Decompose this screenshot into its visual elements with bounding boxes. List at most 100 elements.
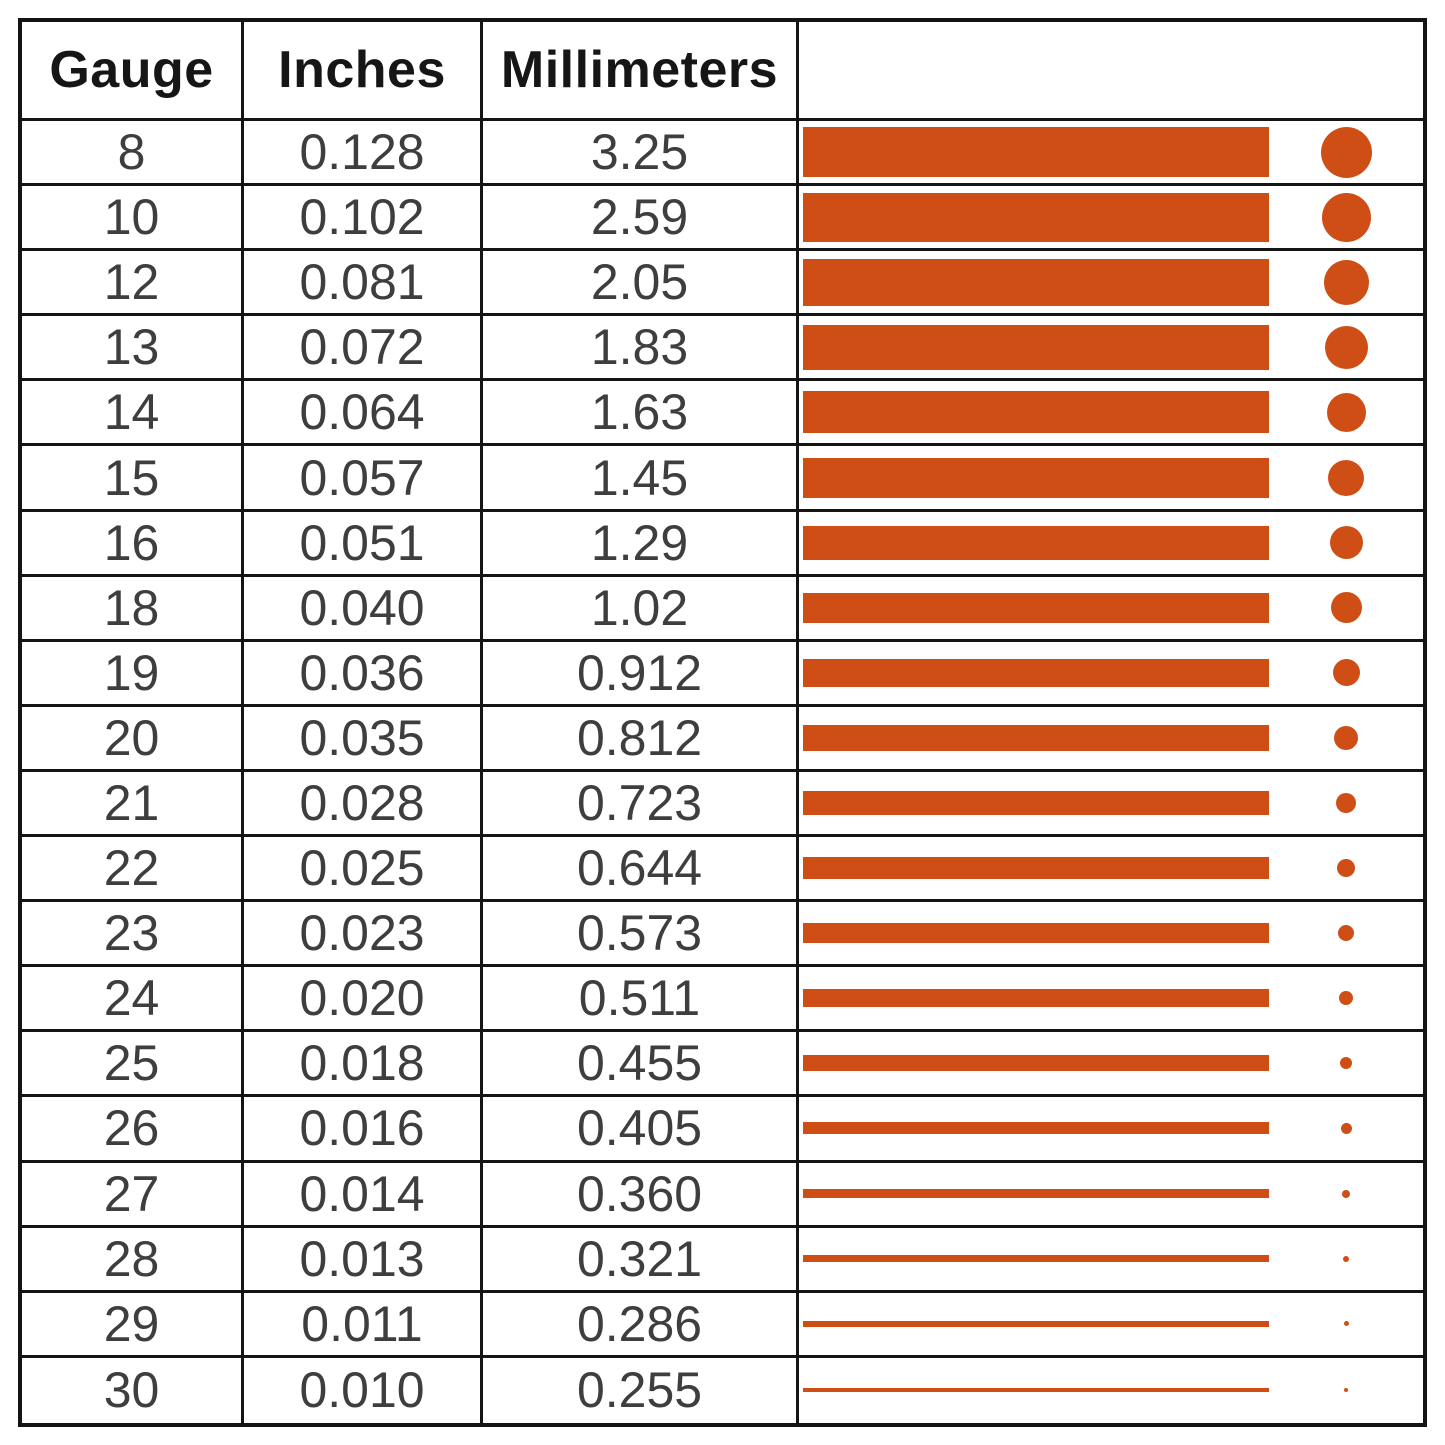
gauge-cell: 26 bbox=[22, 1097, 244, 1163]
millimeters-cell: 0.360 bbox=[483, 1162, 799, 1228]
wire-thickness-bar bbox=[803, 391, 1269, 434]
wire-thickness-bar bbox=[803, 457, 1269, 498]
wire-diameter-dot bbox=[1336, 792, 1356, 813]
wire-diameter-dot bbox=[1342, 1189, 1350, 1198]
wire-diameter-dot bbox=[1337, 859, 1355, 878]
dot-zone bbox=[1269, 1032, 1423, 1094]
wire-thickness-bar bbox=[803, 923, 1269, 944]
gauge-cell: 8 bbox=[22, 121, 244, 187]
size-visual-cell bbox=[799, 967, 1423, 1033]
table-row: 21 0.028 0.723 bbox=[22, 771, 1423, 838]
inches-cell: 0.020 bbox=[244, 967, 483, 1033]
table-row: 30 0.010 0.255 bbox=[22, 1357, 1423, 1423]
inches-cell: 0.040 bbox=[244, 576, 483, 642]
inches-cell: 0.051 bbox=[244, 511, 483, 577]
millimeters-cell: 1.29 bbox=[483, 511, 799, 577]
table-row: 23 0.023 0.573 bbox=[22, 902, 1423, 968]
gauge-cell: 19 bbox=[22, 641, 244, 707]
dot-zone bbox=[1269, 967, 1423, 1029]
millimeters-cell: 0.455 bbox=[483, 1032, 799, 1098]
wire-thickness-bar bbox=[803, 592, 1269, 623]
size-visual-cell bbox=[799, 446, 1423, 512]
size-visual-cell bbox=[799, 1293, 1423, 1358]
size-visual-cell bbox=[799, 512, 1423, 577]
millimeters-cell: 1.45 bbox=[483, 446, 799, 512]
table-row: 28 0.013 0.321 bbox=[22, 1227, 1423, 1293]
inches-cell: 0.102 bbox=[244, 186, 483, 252]
wire-thickness-bar bbox=[803, 658, 1269, 687]
table-row: 22 0.025 0.644 bbox=[22, 837, 1423, 903]
size-visual-cell bbox=[799, 381, 1423, 447]
millimeters-cell: 3.25 bbox=[483, 121, 799, 187]
wire-diameter-dot bbox=[1329, 526, 1363, 560]
wire-diameter-dot bbox=[1326, 392, 1366, 432]
wire-thickness-bar bbox=[803, 324, 1269, 370]
inches-cell: 0.023 bbox=[244, 902, 483, 968]
wire-thickness-bar bbox=[803, 857, 1269, 880]
gauge-cell: 18 bbox=[22, 576, 244, 642]
gauge-cell: 28 bbox=[22, 1227, 244, 1293]
millimeters-cell: 0.321 bbox=[483, 1227, 799, 1293]
dot-zone bbox=[1269, 642, 1423, 704]
wire-diameter-dot bbox=[1320, 126, 1372, 178]
wire-thickness-bar bbox=[803, 258, 1269, 306]
millimeters-cell: 0.286 bbox=[483, 1292, 799, 1358]
size-visual-cell bbox=[799, 642, 1423, 707]
wire-diameter-dot bbox=[1330, 592, 1362, 624]
millimeters-cell: 0.723 bbox=[483, 771, 799, 838]
table-row: 10 0.102 2.59 bbox=[22, 186, 1423, 252]
inches-cell: 0.081 bbox=[244, 251, 483, 317]
dot-zone bbox=[1269, 446, 1423, 508]
wire-thickness-bar bbox=[803, 127, 1269, 178]
wire-diameter-dot bbox=[1323, 259, 1369, 305]
dot-zone bbox=[1269, 316, 1423, 378]
dot-zone bbox=[1269, 121, 1423, 183]
size-visual-cell bbox=[799, 577, 1423, 642]
size-visual-cell bbox=[799, 251, 1423, 317]
wire-thickness-bar bbox=[803, 1055, 1269, 1072]
table-row: 25 0.018 0.455 bbox=[22, 1032, 1423, 1098]
wire-thickness-bar bbox=[803, 790, 1269, 815]
size-visual-cell bbox=[799, 902, 1423, 968]
wire-diameter-dot bbox=[1344, 1388, 1348, 1393]
table-row: 13 0.072 1.83 bbox=[22, 316, 1423, 382]
dot-zone bbox=[1269, 772, 1423, 834]
inches-cell: 0.057 bbox=[244, 446, 483, 512]
millimeters-cell: 0.912 bbox=[483, 641, 799, 707]
size-visual-cell bbox=[799, 1358, 1423, 1423]
dot-zone bbox=[1269, 1097, 1423, 1159]
millimeters-cell: 0.255 bbox=[483, 1357, 799, 1423]
millimeters-cell: 1.02 bbox=[483, 576, 799, 642]
size-visual-cell bbox=[799, 707, 1423, 772]
table-row: 12 0.081 2.05 bbox=[22, 251, 1423, 317]
wire-diameter-dot bbox=[1343, 1255, 1349, 1262]
dot-zone bbox=[1269, 577, 1423, 639]
inches-cell: 0.064 bbox=[244, 381, 483, 447]
size-visual-cell bbox=[799, 121, 1423, 187]
gauge-cell: 27 bbox=[22, 1162, 244, 1228]
inches-cell: 0.036 bbox=[244, 641, 483, 707]
dot-zone bbox=[1269, 1358, 1423, 1423]
gauge-cell: 25 bbox=[22, 1032, 244, 1098]
inches-cell: 0.016 bbox=[244, 1097, 483, 1163]
wire-diameter-dot bbox=[1324, 325, 1368, 369]
inches-cell: 0.014 bbox=[244, 1162, 483, 1228]
header-gauge-label: Gauge bbox=[49, 41, 214, 99]
wire-diameter-dot bbox=[1340, 1057, 1352, 1070]
wire-thickness-bar bbox=[803, 192, 1269, 242]
table-row: 26 0.016 0.405 bbox=[22, 1097, 1423, 1163]
dot-zone bbox=[1269, 251, 1423, 313]
millimeters-cell: 1.83 bbox=[483, 316, 799, 382]
size-visual-cell bbox=[799, 1032, 1423, 1098]
millimeters-cell: 0.812 bbox=[483, 706, 799, 772]
gauge-cell: 20 bbox=[22, 706, 244, 772]
gauge-cell: 21 bbox=[22, 771, 244, 838]
table-row: 20 0.035 0.812 bbox=[22, 706, 1423, 772]
dot-zone bbox=[1269, 707, 1423, 769]
millimeters-cell: 2.05 bbox=[483, 251, 799, 317]
table-row: 18 0.040 1.02 bbox=[22, 576, 1423, 642]
table-row: 24 0.020 0.511 bbox=[22, 967, 1423, 1033]
header-visual-cell bbox=[799, 22, 1423, 121]
wire-thickness-bar bbox=[803, 1189, 1269, 1199]
